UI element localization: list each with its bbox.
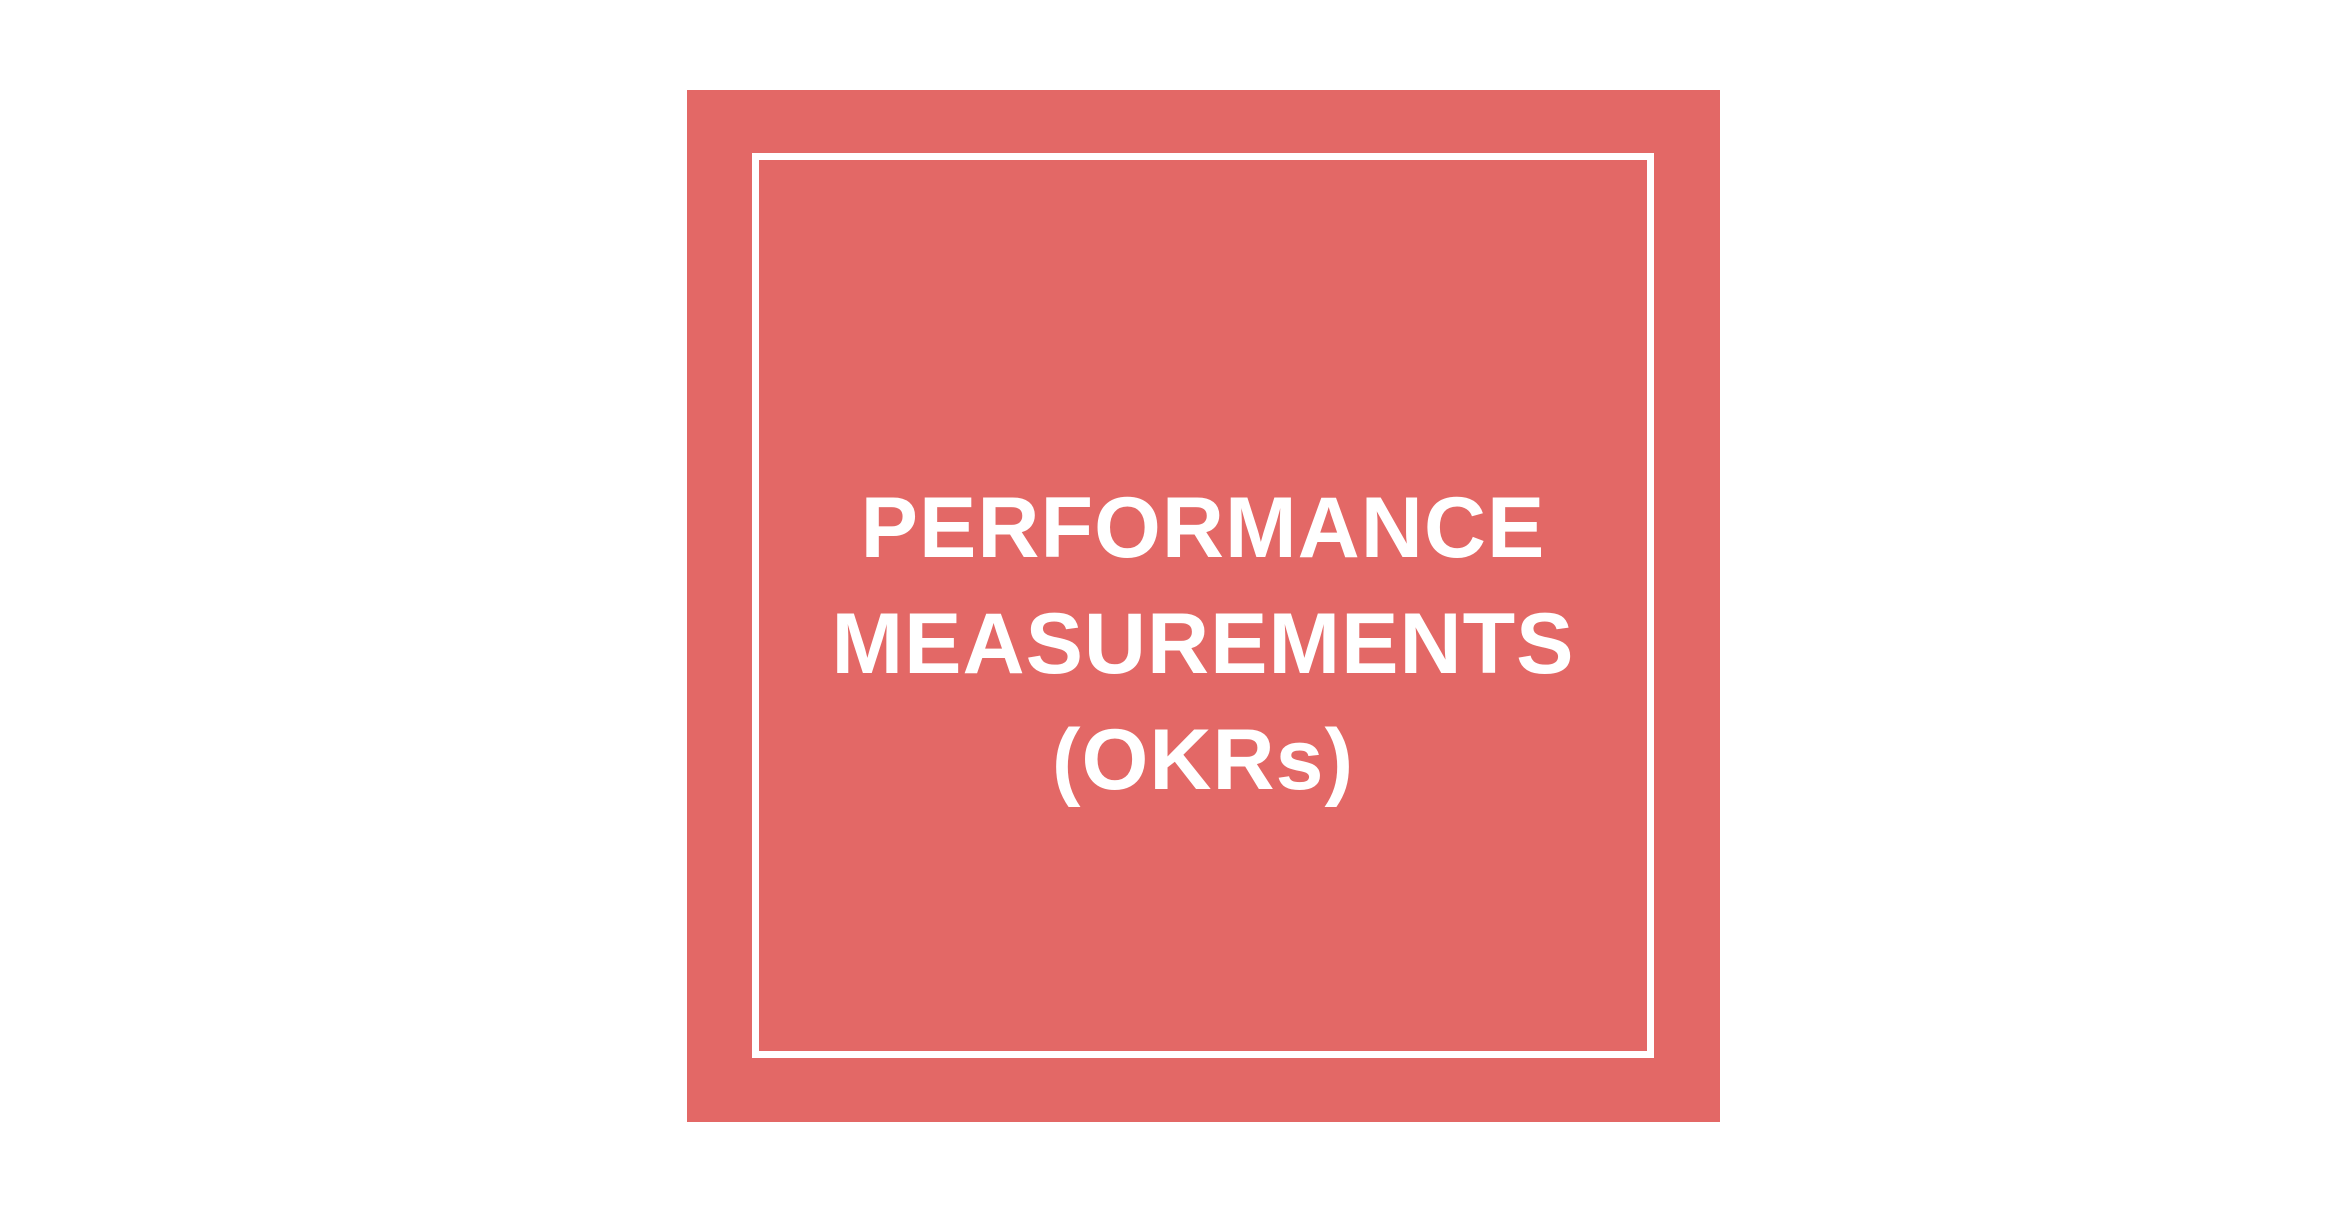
title-line-3: (OKRs)	[1051, 712, 1355, 808]
title-line-1: PERFORMANCE	[860, 480, 1546, 576]
card-border-frame	[752, 153, 1654, 1058]
title-card: PERFORMANCE MEASUREMENTS (OKRs)	[687, 90, 1720, 1122]
card-title: PERFORMANCE MEASUREMENTS (OKRs)	[752, 470, 1654, 818]
title-line-2: MEASUREMENTS	[831, 596, 1575, 692]
